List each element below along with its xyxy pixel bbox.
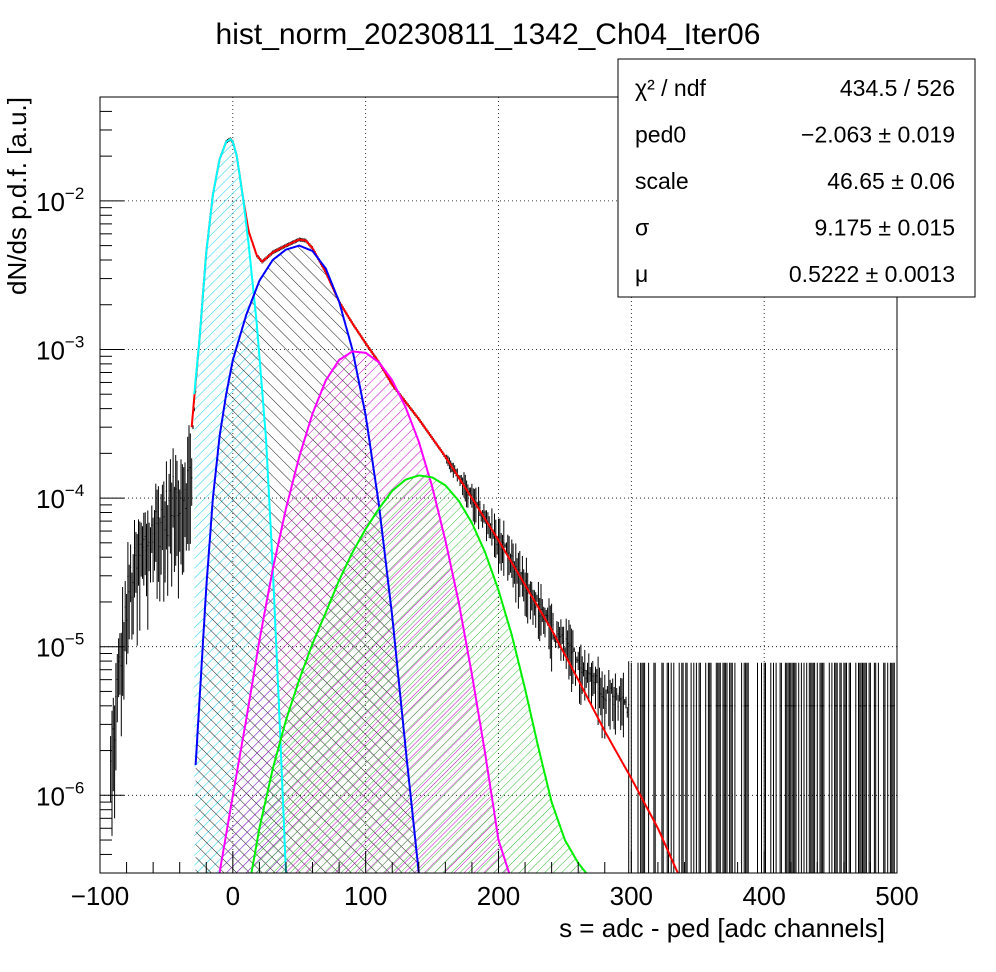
2pe-curve (218, 350, 511, 873)
x-axis-label: s = adc - ped [adc channels] (559, 913, 885, 943)
x-tick-label: 500 (875, 881, 918, 911)
3pe-curve (250, 474, 587, 873)
x-axis: −100 0 100 200 300 400 500 (71, 851, 919, 911)
stat-label: σ (635, 215, 649, 241)
3pe-hatch-fill (251, 475, 587, 873)
y-tick-base: 10 (36, 633, 65, 663)
stat-label: scale (635, 168, 689, 194)
y-tick-base: 10 (36, 187, 65, 217)
x-tick-label: 300 (610, 881, 653, 911)
stat-label: χ² / ndf (635, 75, 706, 101)
x-tick-label: 200 (477, 881, 520, 911)
fit-stats-box: χ² / ndf 434.5 / 526 ped0 −2.063 ± 0.019 sca… (617, 58, 976, 298)
chart-title: hist_norm_20230811_1342_Ch04_Iter06 (216, 18, 761, 51)
x-tick-label: −100 (71, 881, 130, 911)
total-fit-curve (190, 137, 679, 873)
component-fills (194, 139, 587, 873)
pedestal-curve (193, 137, 287, 873)
fit-curves (190, 137, 679, 873)
stat-value: 0.5222 ± 0.0013 (789, 261, 955, 287)
y-tick-label: 10−2 (36, 184, 84, 217)
y-tick-label: 10−4 (36, 481, 84, 514)
x-tick-label: 100 (344, 881, 387, 911)
y-tick-label: 10−6 (36, 778, 84, 811)
y-tick-exponent: −4 (65, 481, 84, 500)
x-tick-label: 0 (226, 881, 240, 911)
stat-value: 46.65 ± 0.06 (827, 168, 955, 194)
y-tick-base: 10 (36, 781, 65, 811)
stat-value: 434.5 / 526 (840, 75, 955, 101)
1pe-curve (194, 244, 420, 873)
y-tick-base: 10 (36, 335, 65, 365)
y-axis-label: dN/ds p.d.f. [a.u.] (2, 97, 32, 295)
stat-value: 9.175 ± 0.015 (814, 215, 955, 241)
y-tick-exponent: −2 (65, 184, 84, 203)
y-tick-base: 10 (36, 484, 65, 514)
stat-label: ped0 (635, 122, 686, 148)
data-error-bars (110, 137, 895, 873)
y-tick-exponent: −6 (65, 778, 84, 797)
y-axis: 10−610−510−410−310−2 (36, 96, 124, 874)
stat-label: μ (635, 261, 648, 287)
stat-value: −2.063 ± 0.019 (801, 122, 955, 148)
y-tick-label: 10−3 (36, 332, 84, 365)
y-tick-label: 10−5 (36, 630, 84, 663)
y-tick-exponent: −3 (65, 332, 84, 351)
x-tick-label: 400 (742, 881, 785, 911)
y-tick-exponent: −5 (65, 630, 84, 649)
